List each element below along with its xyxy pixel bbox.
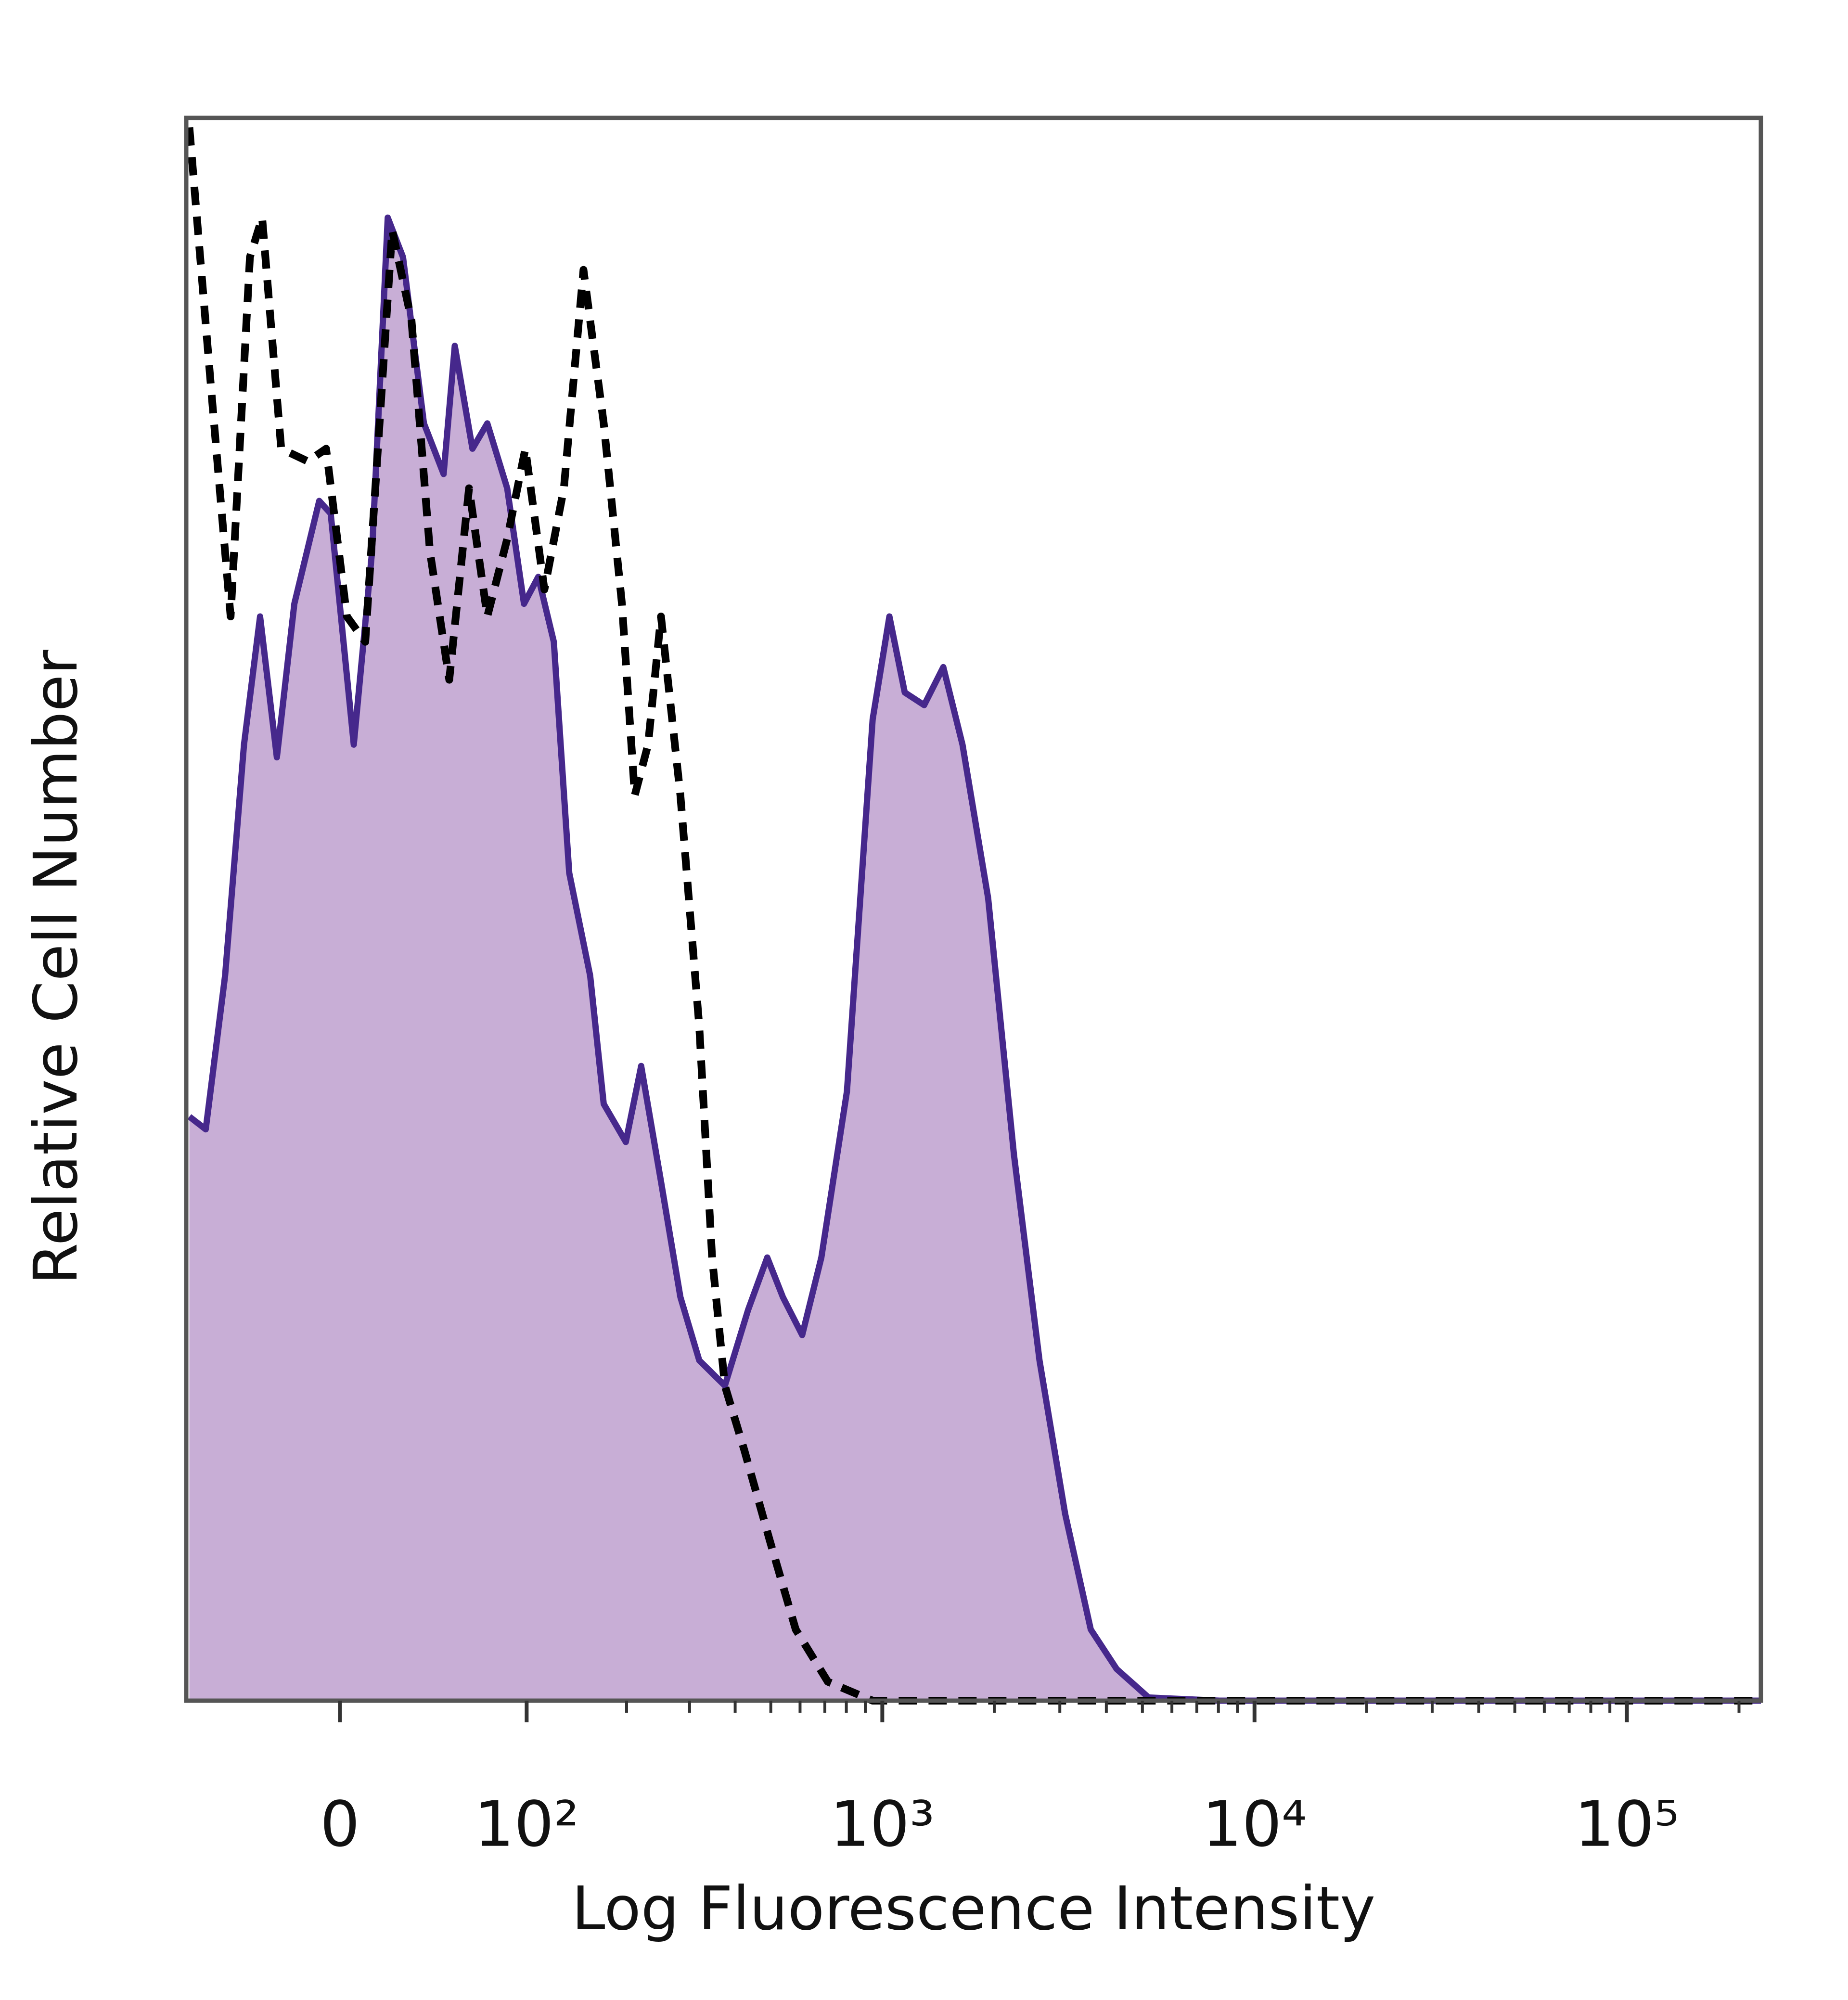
x-tick-label: 10² (475, 1788, 579, 1861)
area-fill (189, 218, 1761, 1701)
x-tick-label: 10³ (830, 1788, 935, 1861)
x-tick-label: 0 (320, 1788, 360, 1861)
y-axis-label: Relative Cell Number (21, 650, 91, 1285)
plot-frame (184, 115, 1763, 1703)
x-tick-label: 10⁴ (1202, 1788, 1307, 1861)
solid-line (187, 214, 1761, 1704)
x-tick-label: 10⁵ (1575, 1788, 1680, 1861)
x-axis-label: Log Fluorescence Intensity (572, 1874, 1375, 1944)
dashed-line (185, 127, 1761, 1705)
